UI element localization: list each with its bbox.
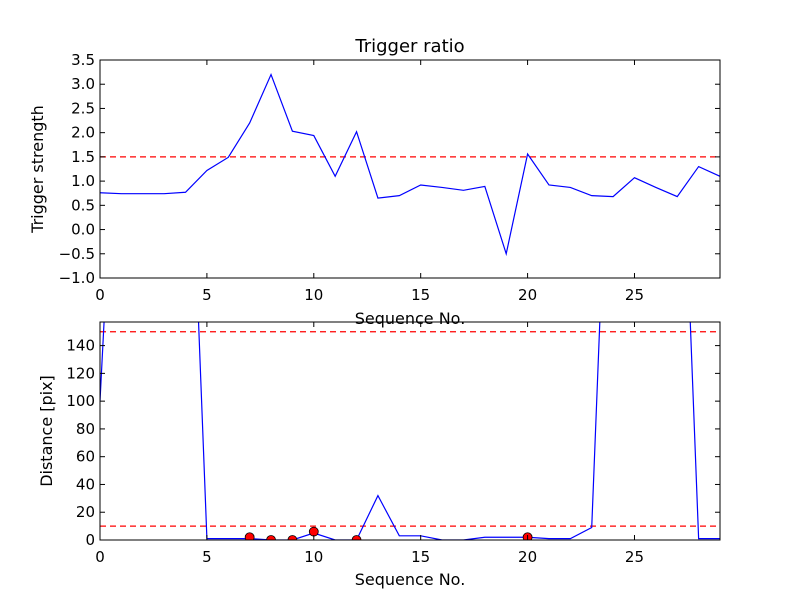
trigger-ratio-plot: Trigger ratio 0 5 10 15 20 25 −1.0 −0.5 0.0 0.5 1.… (28, 36, 721, 328)
x-tick-label: 20 (518, 548, 537, 566)
axes-ticks-trigger: 0 5 10 15 20 25 −1.0 −0.5 0.0 0.5 1.0 1.5 2.0 2.5 3.0 3… (59, 51, 720, 304)
y-tick-label: 120 (66, 364, 95, 382)
y-tick-label: 0 (85, 531, 95, 549)
x-tick-label: 10 (304, 286, 323, 304)
data-point (287, 535, 298, 540)
y-tick-label: 2.0 (71, 124, 95, 142)
y-tick-label: 1.0 (71, 172, 95, 190)
x-tick-label: 10 (304, 548, 323, 566)
x-tick-label: 15 (411, 548, 430, 566)
y-tick-label: −0.5 (59, 245, 95, 263)
x-tick-label: 25 (625, 548, 644, 566)
x-tick-label: 15 (411, 286, 430, 304)
plot-area-trigger (100, 72, 720, 257)
y-tick-label: 80 (76, 420, 95, 438)
x-axis-label: Sequence No. (355, 570, 466, 589)
chart-title: Trigger ratio (354, 36, 464, 57)
y-tick-label: 100 (66, 392, 95, 410)
data-point (351, 535, 362, 540)
y-tick-label: 0.0 (71, 221, 95, 239)
series-line (100, 72, 720, 257)
axes-frame-distance (99, 321, 721, 541)
y-tick-label: 20 (76, 503, 95, 521)
x-axis-label: Sequence No. (355, 309, 466, 328)
y-tick-label: −1.0 (59, 269, 95, 287)
y-axis-label: Trigger strength (28, 105, 47, 234)
y-tick-label: 1.5 (71, 148, 95, 166)
distance-plot: 0 5 10 15 20 25 0 20 40 60 80 100 120 140 Sequence No… (37, 321, 721, 589)
x-tick-label: 20 (518, 286, 537, 304)
y-tick-label: 60 (76, 448, 95, 466)
data-point (266, 535, 276, 540)
axes-frame-trigger (99, 59, 721, 279)
y-tick-label: 2.5 (71, 99, 95, 117)
x-tick-label: 5 (202, 548, 212, 566)
axes-ticks-distance: 0 5 10 15 20 25 0 20 40 60 80 100 120 140 (66, 322, 720, 566)
y-tick-label: 3.0 (71, 75, 95, 93)
y-tick-label: 140 (66, 337, 95, 355)
y-axis-label: Distance [pix] (37, 375, 56, 487)
series-line (100, 322, 720, 540)
plot-area-distance (100, 322, 720, 540)
y-tick-label: 3.5 (71, 51, 95, 69)
x-tick-label: 25 (625, 286, 644, 304)
y-tick-label: 40 (76, 475, 95, 493)
data-point (244, 532, 255, 540)
x-tick-label: 5 (202, 286, 212, 304)
x-tick-label: 0 (95, 286, 105, 304)
x-tick-label: 0 (95, 548, 105, 566)
y-tick-label: 0.5 (71, 196, 95, 214)
data-point (308, 526, 319, 537)
